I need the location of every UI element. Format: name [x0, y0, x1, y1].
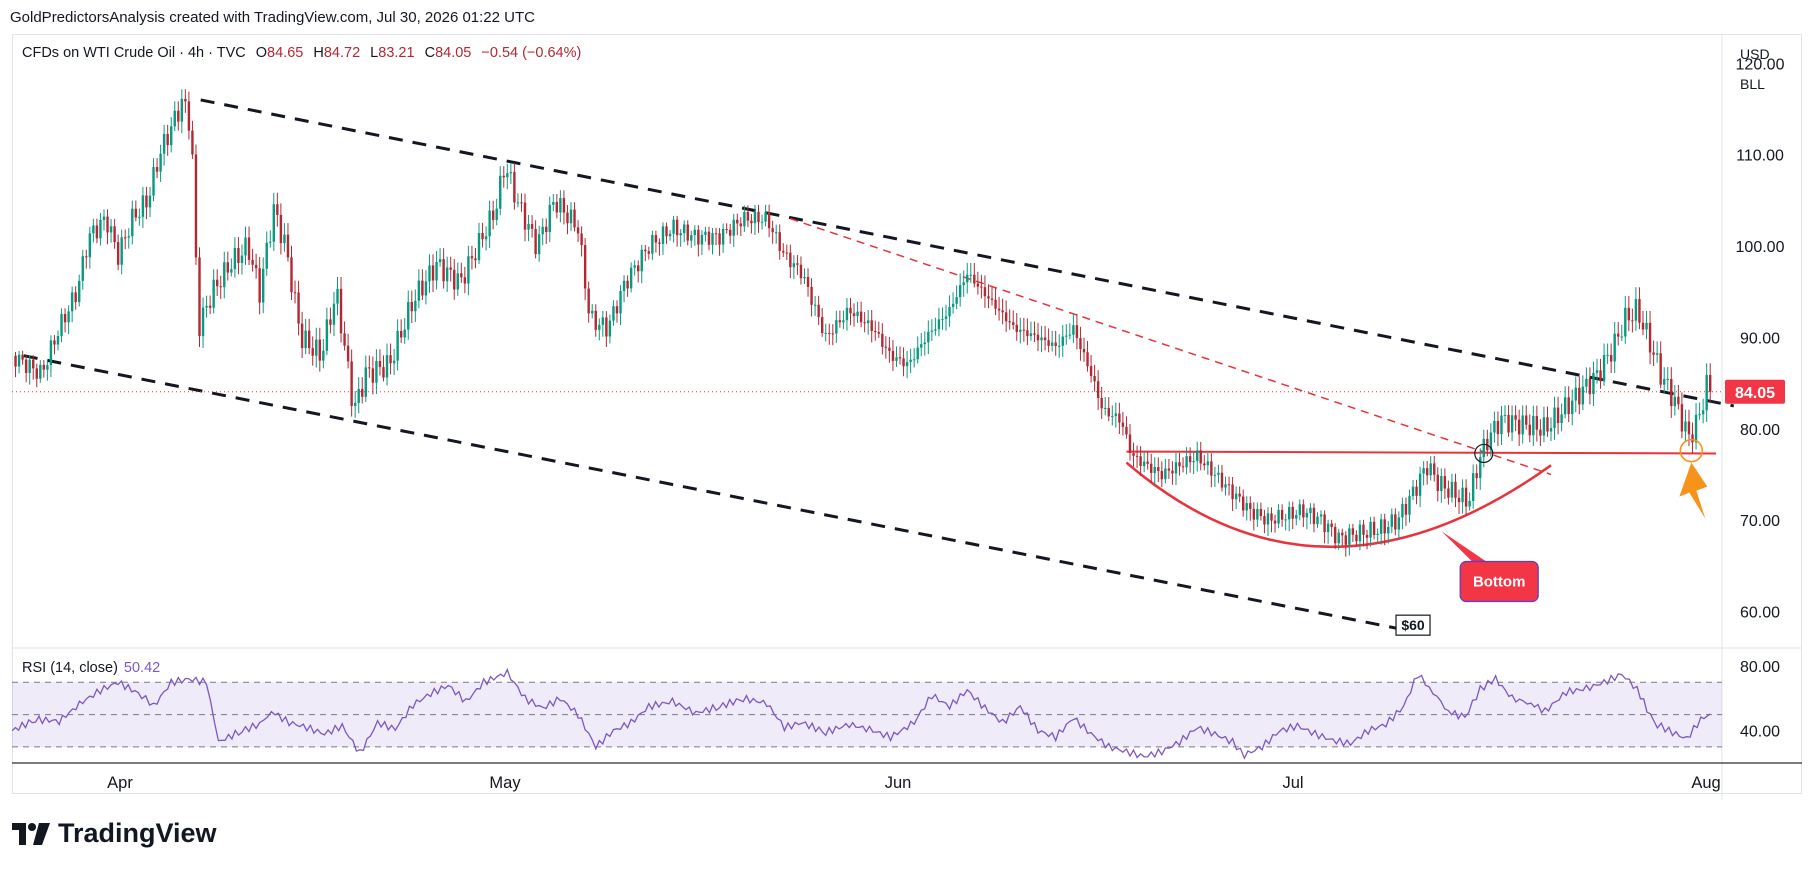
rsi-title: RSI (14, close)	[22, 660, 118, 676]
chart-attribution: GoldPredictorsAnalysis created with Trad…	[10, 9, 535, 26]
rsi-legend: RSI (14, close) 50.42	[22, 660, 160, 676]
open-label: O	[255, 45, 268, 61]
high-value: 84.72	[323, 45, 361, 61]
symbol-legend: CFDs on WTI Crude Oil · 4h · TVC O84.65 …	[22, 45, 581, 61]
close-label: C	[424, 45, 436, 61]
change-value: −0.54 (−0.64%)	[481, 45, 582, 61]
low-value: 83.21	[378, 45, 415, 61]
rsi-value: 50.42	[123, 660, 161, 676]
tradingview-logo[interactable]: TradingView	[12, 818, 217, 849]
low-label: L	[370, 45, 379, 61]
close-value: 84.05	[435, 45, 472, 61]
currency-label[interactable]: USD	[1740, 46, 1770, 62]
high-label: H	[313, 45, 324, 61]
logo-text: TradingView	[58, 818, 217, 848]
unit-label[interactable]: BLL	[1740, 76, 1765, 92]
open-value: 84.65	[267, 45, 304, 61]
currency-unit-selector[interactable]: USD BLL	[1726, 36, 1798, 100]
chart-frame	[12, 34, 1802, 794]
symbol-label: CFDs on WTI Crude Oil · 4h · TVC	[22, 45, 246, 61]
tradingview-logo-icon	[12, 822, 50, 845]
